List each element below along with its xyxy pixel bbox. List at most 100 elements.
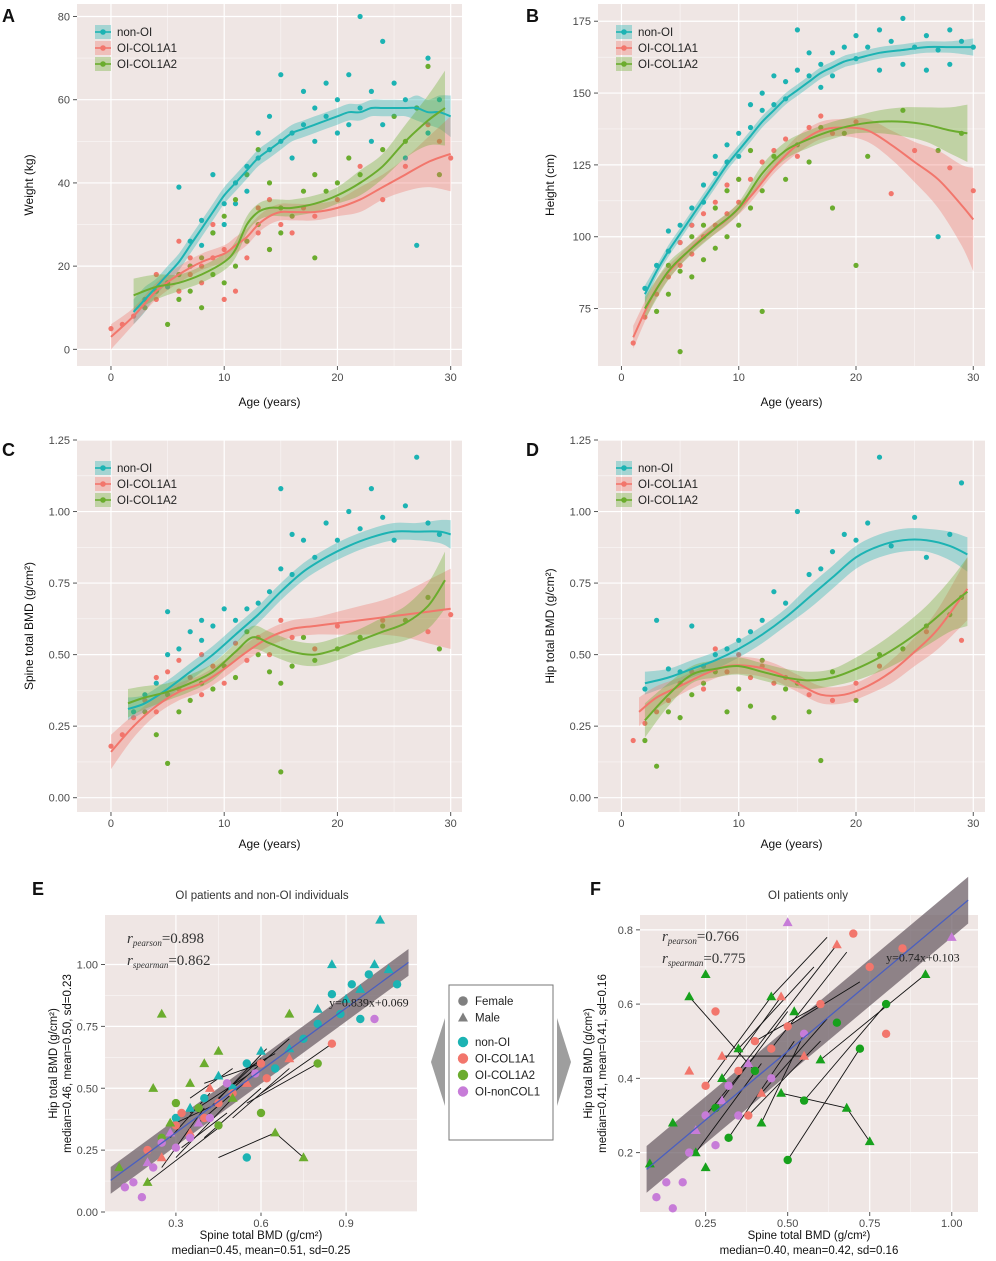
male-point-non-oi bbox=[213, 1070, 224, 1080]
x-tick-label: 0 bbox=[618, 372, 624, 384]
data-point-oi-col1a1 bbox=[689, 251, 695, 257]
data-point-oi-col1a1 bbox=[244, 657, 250, 663]
data-point-non-oi bbox=[142, 692, 148, 698]
data-point-oi-col1a2 bbox=[747, 147, 754, 154]
legend-item-label: OI-nonCOL1 bbox=[475, 1087, 540, 1099]
data-point-non-oi bbox=[759, 107, 765, 113]
female-point-non-oi bbox=[336, 1009, 345, 1019]
data-point-non-oi bbox=[794, 67, 801, 73]
x-tick-label: 0.75 bbox=[859, 1218, 880, 1230]
data-point-oi-col1a2 bbox=[665, 291, 672, 297]
data-point-oi-col1a1 bbox=[244, 255, 250, 261]
data-point-oi-col1a2 bbox=[853, 262, 859, 268]
data-point-oi-col1a1 bbox=[630, 737, 636, 744]
data-point-non-oi bbox=[923, 67, 930, 73]
x-tick-label: 0.3 bbox=[168, 1218, 183, 1230]
female-point-non-oi bbox=[171, 1113, 181, 1123]
data-point-oi-col1a1 bbox=[278, 617, 284, 623]
male-point-oi-col1a2 bbox=[270, 1127, 281, 1137]
data-point-non-oi bbox=[829, 73, 836, 79]
data-point-oi-col1a1 bbox=[448, 155, 454, 161]
data-point-oi-col1a2 bbox=[712, 205, 718, 211]
data-point-oi-col1a2 bbox=[199, 305, 205, 311]
data-point-non-oi bbox=[654, 262, 660, 268]
trend-line-non-oi bbox=[127, 530, 451, 710]
data-point-non-oi bbox=[357, 13, 363, 20]
female-point-oi-col1a1 bbox=[744, 1111, 753, 1120]
data-point-oi-col1a2 bbox=[747, 205, 754, 211]
female-point-oi-noncol1 bbox=[120, 1183, 130, 1192]
confidence-band-oi-col1a1 bbox=[639, 557, 968, 727]
data-point-oi-col1a2 bbox=[278, 769, 284, 775]
female-point-oi-noncol1 bbox=[149, 1163, 158, 1172]
female-point-oi-col1a1 bbox=[849, 929, 858, 938]
male-point-oi-col1a2 bbox=[700, 1162, 711, 1172]
y-tick-label: 0.75 bbox=[49, 578, 70, 590]
data-point-non-oi bbox=[414, 454, 420, 460]
female-point-non-oi bbox=[242, 1059, 251, 1068]
male-point-oi-col1a1 bbox=[717, 1050, 727, 1060]
data-point-non-oi bbox=[900, 61, 906, 67]
legend-key-point bbox=[621, 45, 627, 51]
trend-line-oi-col1a2 bbox=[127, 579, 446, 705]
panel-label: E bbox=[32, 879, 44, 899]
data-point-oi-col1a2 bbox=[736, 176, 742, 182]
data-point-oi-col1a2 bbox=[700, 222, 707, 228]
data-point-oi-col1a1 bbox=[187, 255, 193, 261]
data-point-non-oi bbox=[947, 531, 953, 538]
female-point-oi-col1a2 bbox=[724, 1133, 733, 1143]
longitudinal-link bbox=[770, 936, 828, 997]
left-arrow-icon bbox=[431, 1018, 445, 1106]
trend-line-oi-col1a2 bbox=[644, 120, 968, 310]
male-point-oi-col1a2 bbox=[776, 1088, 786, 1097]
y-tick-label: 0.00 bbox=[570, 793, 591, 805]
data-point-oi-col1a2 bbox=[689, 234, 695, 240]
male-point-oi-noncol1 bbox=[690, 1125, 701, 1134]
spearman-correlation-value: =0.862 bbox=[168, 953, 210, 969]
data-point-oi-col1a1 bbox=[255, 205, 261, 211]
data-point-oi-col1a1 bbox=[289, 230, 295, 236]
male-point-oi-col1a1 bbox=[205, 1083, 215, 1092]
y-tick-label: 0.25 bbox=[49, 721, 70, 733]
data-point-oi-col1a1 bbox=[232, 640, 239, 646]
female-point-oi-col1a1 bbox=[783, 1022, 792, 1031]
data-point-oi-col1a1 bbox=[876, 663, 883, 669]
x-tick-label: 0.9 bbox=[338, 1218, 353, 1230]
data-point-non-oi bbox=[255, 130, 261, 136]
data-point-oi-col1a1 bbox=[958, 637, 965, 643]
data-point-non-oi bbox=[391, 80, 397, 86]
data-point-non-oi bbox=[747, 102, 754, 108]
x-tick-label: 0.6 bbox=[253, 1218, 268, 1230]
male-point-oi-col1a2 bbox=[841, 1102, 852, 1112]
data-point-oi-col1a2 bbox=[724, 709, 730, 715]
male-point-oi-noncol1 bbox=[743, 1058, 754, 1068]
data-point-oi-col1a1 bbox=[176, 288, 182, 294]
y-tick-label: 1.25 bbox=[570, 435, 591, 447]
longitudinal-link bbox=[209, 1048, 267, 1109]
data-point-oi-col1a2 bbox=[255, 147, 261, 153]
y-axis-title: Hip total BMD (g/cm²) bbox=[543, 568, 557, 683]
data-point-non-oi bbox=[357, 105, 363, 111]
longitudinal-link bbox=[232, 1068, 290, 1119]
male-point-oi-col1a1 bbox=[284, 1053, 295, 1063]
data-point-oi-col1a1 bbox=[436, 138, 442, 144]
data-point-oi-col1a1 bbox=[176, 238, 182, 244]
data-point-non-oi bbox=[187, 629, 193, 635]
data-point-oi-col1a1 bbox=[853, 680, 859, 686]
data-point-oi-col1a2 bbox=[736, 222, 742, 228]
pearson-correlation: rpearson=0.766 bbox=[662, 929, 740, 946]
female-point-oi-noncol1 bbox=[171, 1143, 181, 1152]
y-tick-label: 80 bbox=[58, 11, 70, 23]
data-point-non-oi bbox=[888, 543, 894, 549]
legend-label: non-OI bbox=[638, 27, 673, 39]
female-point-non-oi bbox=[356, 1014, 365, 1024]
spearman-correlation-subscript: spearman bbox=[133, 960, 169, 970]
male-point-oi-col1a2 bbox=[284, 1008, 295, 1018]
data-point-non-oi bbox=[300, 122, 307, 128]
male-point-non-oi bbox=[312, 1003, 323, 1013]
data-point-oi-col1a1 bbox=[759, 159, 765, 165]
data-point-oi-col1a2 bbox=[232, 674, 239, 681]
pearson-correlation-value: =0.898 bbox=[162, 931, 204, 947]
data-point-non-oi bbox=[266, 113, 273, 119]
